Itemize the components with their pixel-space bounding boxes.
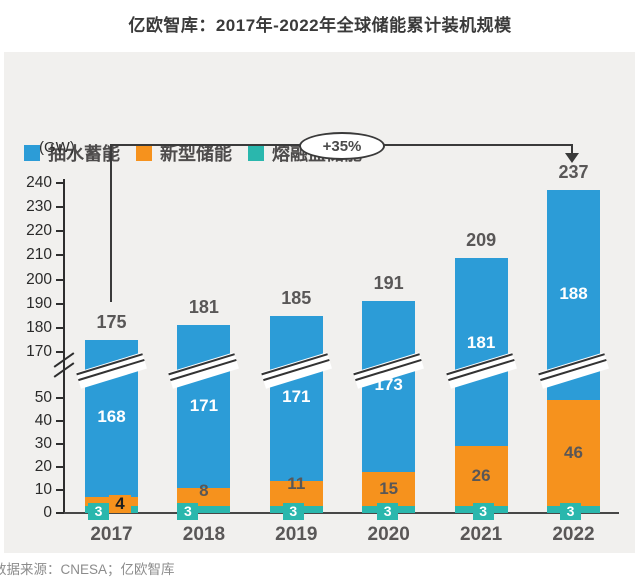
pumped-hydro-value-label: 188	[559, 284, 588, 304]
x-axis-category-label: 2018	[182, 523, 226, 545]
annotation-bracket-left-line	[110, 145, 112, 302]
y-axis-tick-label: 210	[26, 246, 52, 264]
pumped-hydro-value-label: 171	[282, 387, 311, 407]
annotation-bracket-right-line	[571, 144, 573, 154]
legend-item-1: 抽水蓄能	[24, 140, 120, 166]
total-value-label: 191	[373, 273, 404, 294]
y-axis-tick	[56, 397, 64, 399]
y-axis-tick-label: 10	[34, 481, 52, 498]
y-axis-tick	[56, 182, 64, 184]
y-axis-tick-label: 230	[26, 198, 52, 216]
y-axis-line	[63, 179, 65, 514]
legend-swatch-icon	[248, 145, 264, 161]
y-axis-tick-label: 180	[26, 318, 52, 336]
growth-annotation-badge: +35%	[299, 132, 385, 160]
bar-2021: 209 181 26 3 2021	[445, 230, 517, 545]
legend-item-label: 新型储能	[160, 144, 232, 164]
new-storage-value-label: 8	[199, 480, 209, 500]
y-axis-unit-label: (GW)	[39, 139, 75, 156]
y-axis-tick-label: 200	[26, 270, 52, 288]
total-value-label: 209	[466, 229, 497, 250]
total-value-label: 181	[188, 297, 219, 318]
new-storage-value-label: 46	[564, 443, 583, 463]
pumped-hydro-value-label: 181	[466, 332, 496, 352]
molten-salt-value-badge: 3	[472, 502, 494, 520]
legend-swatch-icon	[24, 145, 40, 161]
bar-break-icon	[260, 352, 332, 389]
y-axis-tick	[56, 489, 64, 491]
legend-swatch-icon	[136, 145, 152, 161]
y-axis-tick-label: 0	[43, 504, 52, 521]
y-axis-tick	[56, 206, 64, 209]
data-source-line: 数据来源：CNESA；亿欧智库	[0, 562, 175, 577]
new-storage-value-label: 15	[379, 478, 399, 498]
segment-new-storage	[269, 480, 323, 507]
molten-salt-value-badge: 3	[88, 502, 109, 520]
x-axis-category-label: 2020	[367, 523, 410, 545]
y-axis-tick	[56, 420, 64, 422]
x-axis-category-label: 2019	[275, 523, 318, 545]
y-axis-tick-label: 40	[34, 412, 52, 429]
y-axis-tick	[56, 230, 64, 233]
total-value-label: 185	[281, 287, 312, 308]
y-axis-tick-label: 220	[26, 222, 52, 240]
total-value-label: 175	[96, 311, 127, 332]
y-axis-tick	[56, 278, 64, 281]
bar-2022: 237 188 46 3 2022	[538, 162, 609, 545]
y-axis-tick	[56, 302, 64, 305]
bar-2019: 185 171 11 3 2019	[260, 288, 332, 545]
y-axis-tick-label: 20	[34, 458, 52, 475]
molten-salt-value-badge: 3	[177, 502, 199, 520]
pumped-hydro-value-label: 173	[374, 375, 403, 395]
growth-annotation-label: +35%	[322, 137, 362, 155]
y-axis-tick-label: 50	[34, 389, 52, 406]
y-axis-tick	[56, 351, 64, 353]
y-axis-tick-label: 170	[26, 343, 52, 360]
bar-break-icon	[538, 352, 609, 389]
pumped-hydro-value-label: 168	[97, 407, 126, 427]
y-axis-tick	[56, 512, 64, 514]
x-axis-category-label: 2021	[459, 523, 503, 545]
new-storage-value-badge: 4	[109, 494, 131, 513]
molten-salt-value-badge: 3	[377, 502, 399, 520]
segment-new-storage	[454, 446, 508, 507]
y-axis-tick-label: 30	[34, 435, 52, 452]
bar-break-icon	[445, 352, 517, 389]
legend-item-2: 新型储能	[136, 140, 232, 166]
pumped-hydro-value-label: 171	[189, 395, 219, 415]
y-axis-tick-label: 190	[26, 294, 52, 312]
x-axis-line	[63, 512, 619, 514]
legend-item-label: 抽水蓄能	[48, 144, 120, 164]
y-axis-tick	[56, 254, 64, 257]
new-storage-value-label: 11	[287, 473, 306, 493]
bar-2017: 175 168 4 3 2017	[76, 312, 147, 545]
segment-new-storage	[362, 471, 416, 507]
bar-2020: 191 173 15 3 2020	[353, 273, 425, 545]
bar-2018: 181 171 8 3 2018	[168, 297, 240, 545]
total-value-label: 237	[558, 162, 589, 183]
annotation-arrowhead-icon	[565, 153, 579, 163]
segment-new-storage	[547, 400, 600, 507]
x-axis-category-label: 2022	[552, 523, 595, 545]
y-axis-tick-label: 240	[26, 174, 52, 191]
page-title: 亿欧智库：2017年-2022年全球储能累计装机规模	[128, 16, 512, 35]
bar-break-icon	[168, 352, 240, 389]
bar-break-icon	[76, 352, 147, 389]
y-axis-tick	[56, 466, 64, 468]
molten-salt-value-badge: 3	[560, 502, 581, 520]
segment-new-storage	[177, 487, 231, 507]
y-axis-tick	[56, 443, 64, 445]
new-storage-value-label: 26	[471, 466, 491, 486]
segment-molten-salt	[177, 506, 231, 513]
molten-salt-value-badge: 3	[282, 502, 304, 520]
x-axis-category-label: 2017	[90, 523, 133, 545]
y-axis-tick	[56, 326, 64, 329]
